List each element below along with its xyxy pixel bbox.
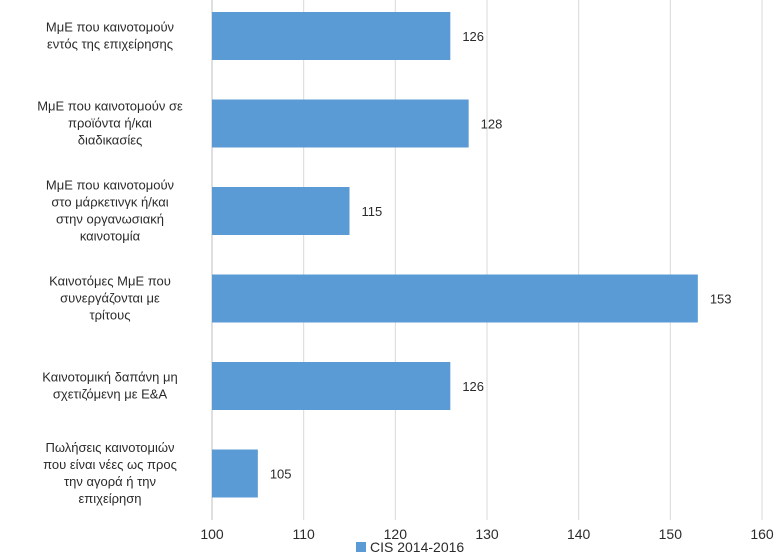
bar	[212, 362, 451, 410]
category-label: Πωλήσεις καινοτομιών που είναι νέες ως πρ…	[43, 440, 177, 506]
bar	[212, 274, 698, 323]
x-tick-label: 130	[475, 526, 499, 542]
x-tick-label: 100	[200, 526, 224, 542]
category-label: ΜμΕ που καινοτομούν σε προϊόντα ή/και διαδ…	[37, 99, 183, 148]
data-label: 126	[462, 379, 484, 394]
legend-label: CIS 2014-2016	[370, 539, 464, 553]
bar	[212, 12, 451, 60]
data-label: 126	[462, 29, 484, 44]
data-label: 153	[710, 292, 732, 307]
bar	[212, 187, 350, 235]
x-axis-ticks: 100 110 120 130 140 150 160	[200, 526, 774, 542]
legend-swatch	[356, 542, 366, 552]
category-label: ΜμΕ που καινοτομούν στο μάρκετινγκ ή/και σ…	[46, 178, 174, 244]
data-label: 115	[362, 204, 383, 219]
category-label: ΜμΕ που καινοτομούν εντός της επιχείρησης	[46, 20, 174, 52]
category-label: Καινοτομική δαπάνη μη σχετιζόμενη με Ε&Α	[42, 370, 177, 402]
x-tick-label: 160	[750, 526, 774, 542]
x-tick-label: 120	[384, 526, 408, 542]
category-labels: ΜμΕ που καινοτομούν εντός της επιχείρησης…	[37, 20, 183, 507]
gridlines	[211, 0, 763, 520]
x-tick-label: 110	[293, 526, 316, 542]
bar	[212, 99, 469, 148]
legend: CIS 2014-2016	[356, 539, 464, 553]
category-label: Καινοτόμες ΜμΕ που συνεργάζονται με τρίτου…	[49, 274, 171, 323]
bar	[212, 449, 258, 498]
x-tick-label: 150	[659, 526, 683, 542]
bars	[212, 12, 698, 498]
data-label: 105	[270, 467, 292, 482]
data-label: 128	[481, 117, 503, 132]
data-labels: 126 128 115 153 126 105	[270, 29, 732, 482]
x-tick-label: 140	[567, 526, 591, 542]
